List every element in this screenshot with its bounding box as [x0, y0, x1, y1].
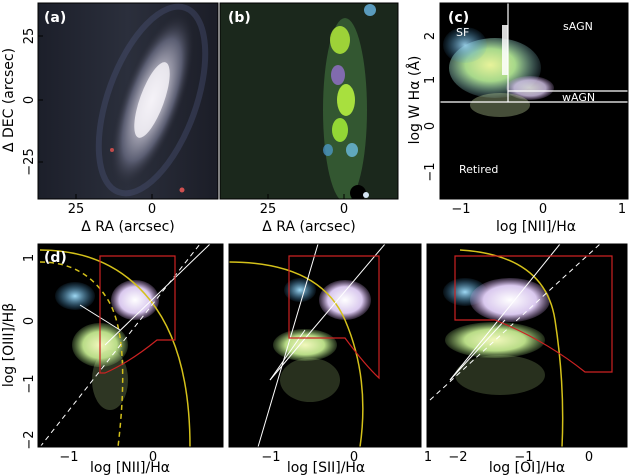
panel-c-region-sagn: sAGN	[563, 20, 593, 33]
panel-a-ytick: −25	[22, 148, 37, 175]
panel-d-ytick: −1	[22, 374, 37, 393]
panel-d3-xlabel: log [OI]/Hα	[489, 460, 565, 476]
panel-d2-xtick: −1	[261, 450, 280, 465]
panel-a-xtick: 0	[148, 202, 156, 217]
panel-a-ylabel: Δ DEC (arcsec)	[1, 48, 17, 152]
panel-c-ytick: 0	[423, 122, 438, 130]
panel-a-xticks: 25 0	[68, 194, 156, 217]
panel-d1-xtick: −1	[59, 450, 78, 465]
panel-c-ytick: 1	[423, 76, 438, 84]
panel-b-xtick: 0	[340, 202, 348, 217]
panel-d3-xtick: −2	[448, 450, 467, 465]
panel-d2-xtick: 1	[424, 450, 432, 465]
panel-d3: −2 −1 0 log [OI]/Hα	[426, 243, 628, 476]
panel-c: (c) SF sAGN wAGN Retired −1 0 1 2 1 0 −1…	[406, 2, 629, 235]
panel-c-ylabel: log W Hα (Å)	[406, 56, 423, 145]
panel-d-ytick: 1	[22, 254, 37, 262]
panel-d-ylabel: log [OIII]/Hβ	[1, 303, 17, 387]
panel-d3-xtick: −1	[514, 450, 533, 465]
panel-d-ytick: 0	[22, 317, 37, 325]
panel-d-ytick: −2	[22, 430, 37, 449]
panel-a-galaxy	[95, 3, 209, 197]
panel-b-xticks: 25 0	[260, 194, 348, 217]
panel-a-xlabel: Δ RA (arcsec)	[81, 219, 174, 235]
panel-c-region-sf: SF	[456, 26, 469, 39]
panel-b-xtick: 25	[260, 202, 277, 217]
panel-a: (a) 25 0 25 0 −25 Δ RA (arcsec) Δ DEC (a…	[1, 2, 219, 235]
panel-c-xtick: −1	[451, 202, 470, 217]
panel-a-yticks: 25 0 −25	[22, 28, 43, 176]
panel-a-xtick: 25	[68, 202, 85, 217]
panel-c-points	[443, 25, 554, 117]
panel-c-label: (c)	[448, 10, 469, 26]
panel-d-label: (d)	[44, 250, 67, 266]
panel-d2-xlabel: log [SII]/Hα	[287, 460, 365, 476]
panel-d3-xtick: 0	[585, 450, 593, 465]
panel-d3-xticks: −2 −1 0	[448, 442, 593, 465]
panel-d: (d) −1 0 log [NII]/Hα	[1, 243, 628, 476]
panel-c-yticks: 2 1 0 −1	[423, 32, 445, 182]
panel-d2-xticks: −1 0 1	[261, 442, 432, 465]
panel-c-ytick: −1	[423, 162, 438, 181]
panel-a-ytick: 25	[22, 28, 37, 45]
panel-d2-xtick: 0	[350, 450, 358, 465]
panel-c-xlabel: log [NII]/Hα	[496, 219, 576, 235]
panel-c-ytick: 2	[423, 32, 438, 40]
panel-d1: (d) −1 0 log [NII]/Hα	[37, 243, 224, 476]
panel-c-xtick: 0	[539, 202, 547, 217]
panel-b-xlabel: Δ RA (arcsec)	[262, 219, 355, 235]
panel-c-xticks: −1 0 1	[451, 194, 628, 217]
panel-a-label: (a)	[44, 10, 66, 26]
panel-a-ytick: 0	[22, 96, 37, 104]
panel-c-xtick: 1	[618, 202, 626, 217]
panel-c-demarcation	[440, 3, 628, 103]
panel-d2: −1 0 1 log [SII]/Hα	[228, 243, 432, 476]
panel-b-label: (b)	[228, 10, 251, 26]
panel-d1-xtick: 0	[149, 450, 157, 465]
panel-c-region-wagn: wAGN	[562, 91, 595, 104]
panel-d1-xticks: −1 0	[59, 442, 157, 465]
panel-d1-xlabel: log [NII]/Hα	[90, 460, 170, 476]
panel-c-region-retired: Retired	[459, 163, 498, 176]
panel-b: (b) 25 0 Δ RA (arcsec)	[219, 2, 399, 235]
panel-b-emission	[220, 3, 398, 199]
panel-d-yticks: 1 0 −1 −2	[22, 254, 43, 450]
